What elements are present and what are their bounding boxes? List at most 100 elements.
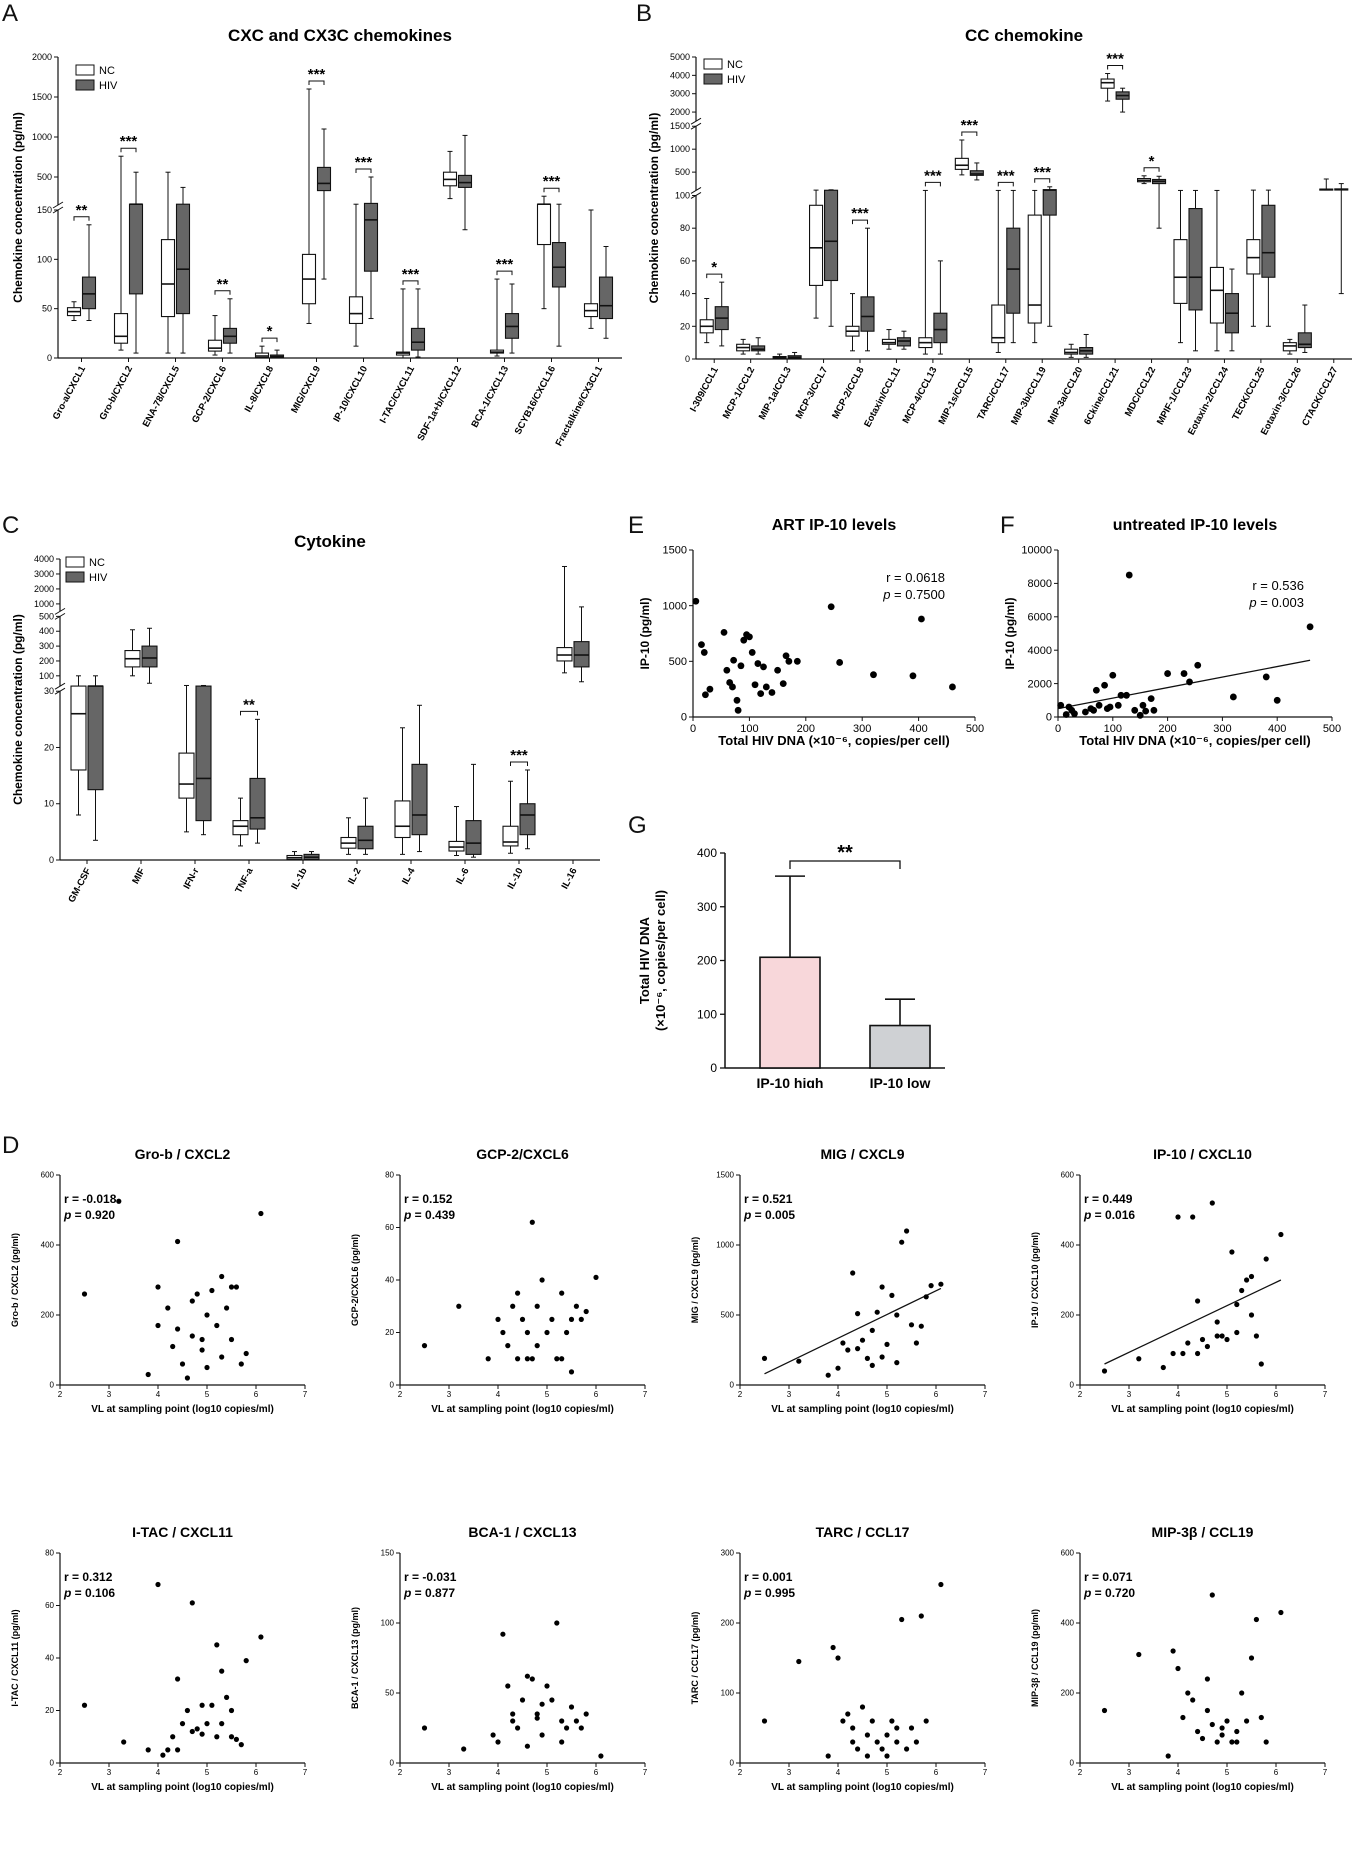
data-point (219, 1721, 225, 1727)
box-nc (394, 800, 411, 839)
x-tick-label: 2 (1078, 1390, 1083, 1399)
x-tick-label: 400 (1268, 723, 1286, 735)
regression-line (764, 1287, 942, 1375)
box-hiv (1297, 332, 1312, 349)
x-tick-label: IP-10 low (870, 1075, 931, 1088)
chart-d-grid: Gro-b / CXCL2 2 3 4 5 6 7 0 200 400 600 VL at sampl… (0, 1135, 1356, 1853)
data-point (510, 1718, 516, 1724)
data-point (219, 1273, 225, 1280)
regression-line (1104, 1279, 1282, 1365)
x-tick-label: 5 (545, 1390, 550, 1399)
significance-label: *** (1033, 164, 1051, 181)
data-point (1248, 1273, 1255, 1280)
y-tick-label: 1000 (32, 132, 52, 142)
data-point (1175, 1665, 1181, 1672)
y-tick-label: 0 (390, 1381, 395, 1390)
data-point (874, 1309, 880, 1315)
data-point (539, 1701, 545, 1707)
significance-bracket (997, 181, 1014, 187)
significance-bracket (214, 290, 231, 295)
box-hiv (249, 777, 266, 830)
y-tick-label: 20 (44, 742, 54, 752)
data-point (593, 1274, 599, 1280)
x-tick-label: 500 (1323, 723, 1341, 735)
x-axis-label: VL at sampling point (log10 copies/ml) (771, 1404, 954, 1415)
data-point (1278, 1609, 1284, 1616)
x-tick-label: 4 (836, 1768, 841, 1777)
data-point (760, 663, 767, 671)
x-tick-label: 7 (983, 1390, 988, 1399)
data-point (1082, 708, 1089, 716)
data-point (1244, 1277, 1250, 1283)
x-tick-label: 3 (107, 1768, 112, 1777)
y-tick-label: 200 (39, 656, 54, 666)
data-point (737, 662, 745, 670)
y-tick-label: 500 (669, 656, 687, 668)
box-hiv (195, 685, 212, 822)
data-point (1185, 1340, 1191, 1346)
box-hiv (411, 763, 428, 836)
data-point (1253, 1333, 1259, 1339)
y-tick-label: 0 (1046, 712, 1052, 724)
x-axis-label: VL at sampling point (log10 copies/ml) (91, 1404, 274, 1415)
data-point (233, 1736, 239, 1742)
panel-label-c: C (2, 512, 20, 539)
y-tick-label: 20 (680, 321, 690, 331)
data-point (869, 1327, 875, 1333)
data-point (879, 1746, 885, 1752)
y-tick-label: 4000 (34, 554, 54, 564)
y-tick-label: 1500 (716, 1171, 734, 1180)
chart-g: 0 100 200 300 400 IP-10 high IP-10 low ** Total … (637, 842, 945, 1088)
box-hiv (1188, 208, 1203, 311)
significance-bracket (240, 710, 258, 716)
data-point (1219, 1333, 1225, 1339)
correlation-p: p = 0.016 (1083, 1208, 1135, 1222)
x-tick-label: IP-10 high (757, 1075, 824, 1088)
x-tick-label: 300 (853, 723, 871, 735)
chart-a: CXC and CX3C chemokines Chemokine concent… (11, 26, 622, 448)
y-tick-label: 200 (721, 1619, 735, 1628)
y-tick-label: 1500 (32, 92, 52, 102)
y-axis-label: IP-10 (pg/ml) (638, 597, 652, 669)
x-tick-label: 2 (398, 1768, 403, 1777)
x-tick-label: 4 (496, 1390, 501, 1399)
data-point (1101, 1707, 1108, 1714)
data-point (1147, 695, 1155, 703)
legend-label-hiv: HIV (727, 74, 746, 86)
box-hiv (128, 203, 144, 295)
data-point (564, 1725, 570, 1731)
box-nc (160, 239, 176, 318)
data-point (1199, 1336, 1206, 1343)
data-point (859, 1704, 866, 1710)
x-tick-label: IL-1b (289, 866, 309, 891)
y-tick-label: 300 (721, 1549, 735, 1558)
data-point (1224, 1718, 1230, 1724)
legend-swatch-nc (75, 64, 95, 76)
y-axis-label: IP-10 (pg/ml) (1003, 597, 1017, 669)
data-point (534, 1343, 540, 1349)
data-point (894, 1360, 900, 1366)
box-nc (70, 685, 87, 771)
chart-d-panel-6: BCA-1 / CXCL13 2 3 4 5 6 7 0 50 100 150 VL at sampl… (350, 1524, 648, 1793)
x-tick-label: MIP-3b/CCL19 (1009, 365, 1049, 427)
x-tick-label: TNF-a (233, 866, 256, 896)
box-hiv (933, 312, 948, 344)
data-point (170, 1343, 176, 1350)
chart-d-panel-4: IP-10 / CXCL10 2 3 4 5 6 7 0 200 400 600 VL at samp… (1030, 1146, 1328, 1415)
y-tick-label: 600 (1061, 1171, 1075, 1180)
data-point (1258, 1714, 1264, 1721)
data-point (559, 1290, 565, 1296)
x-tick-label: 2 (398, 1390, 403, 1399)
y-tick-label: 100 (37, 254, 52, 264)
x-tick-label: 5 (885, 1768, 890, 1777)
data-point (706, 685, 714, 693)
data-point (1186, 678, 1193, 686)
data-point (754, 660, 762, 667)
y-tick-label: 200 (41, 1311, 55, 1320)
data-point (524, 1356, 530, 1362)
data-point (1262, 673, 1270, 681)
x-tick-label: 5 (1225, 1390, 1230, 1399)
significance-label: *** (510, 747, 528, 764)
chart-title: Cytokine (294, 532, 366, 551)
data-point (1195, 1298, 1201, 1304)
